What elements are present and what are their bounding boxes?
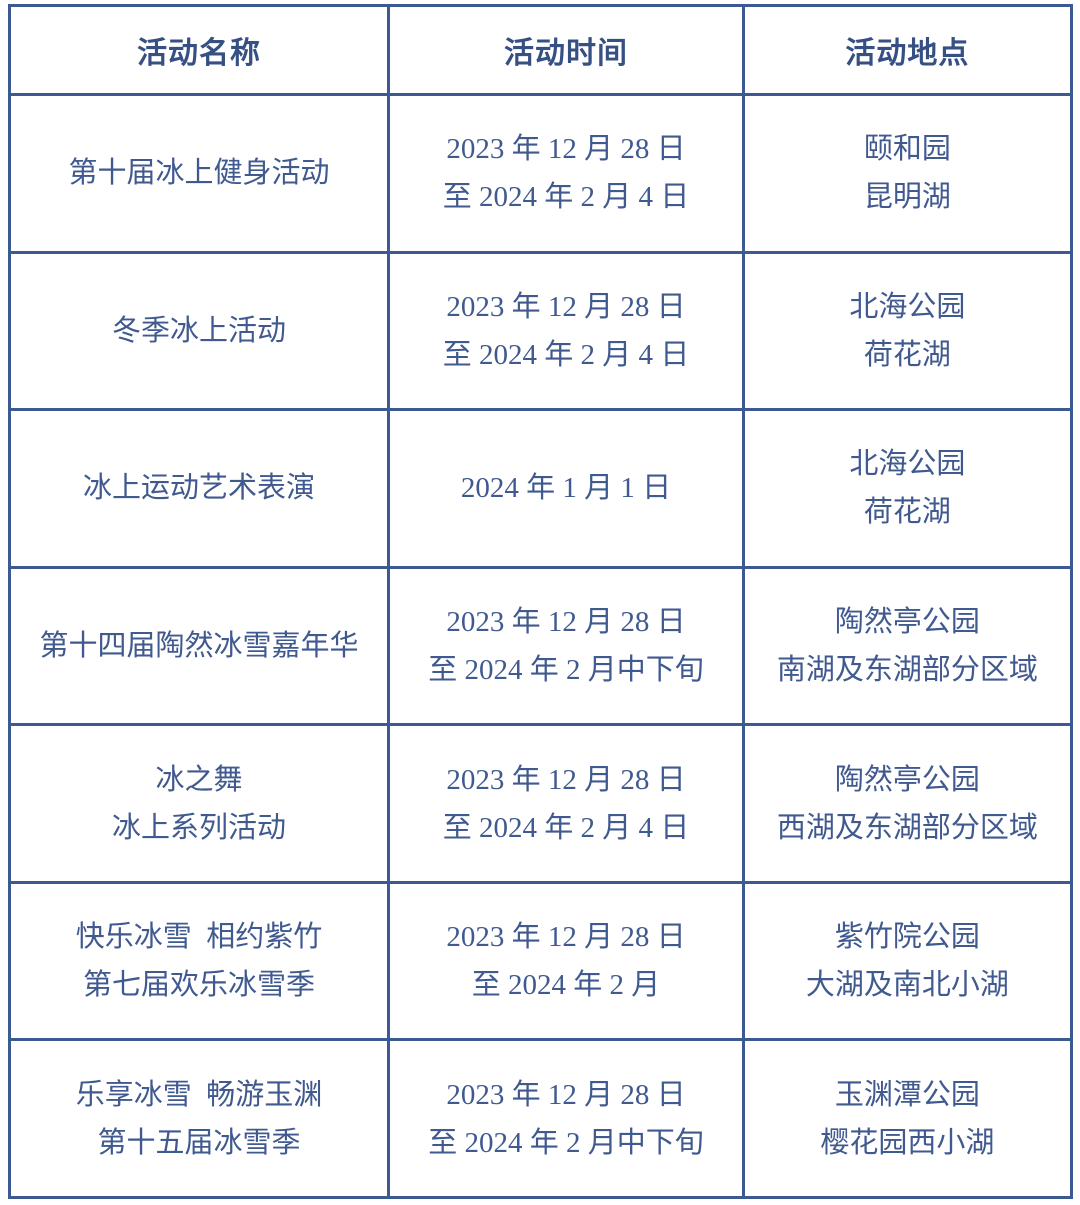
cell-line: 冰之舞 — [155, 763, 243, 796]
cell-line: 冰上系列活动 — [112, 811, 287, 844]
cell-line: 2023 年 12 月 28 日 — [446, 1078, 686, 1111]
header-activity-location: 活动地点 — [741, 4, 1074, 96]
cell-line: 第七届欢乐冰雪季 — [83, 969, 316, 1002]
cell-name: 冬季冰上活动 — [7, 250, 391, 412]
cell-time: 2023 年 12 月 28 日至 2024 年 2 月 4 日 — [387, 723, 745, 884]
cell-line: 颐和园 — [863, 133, 951, 166]
cell-name: 快乐冰雪 相约紫竹 第七届欢乐冰雪季 — [7, 880, 391, 1042]
table-row: 乐享冰雪 畅游玉渊 第十五届冰雪季 2023 年 12 月 28 日至 2024 年… — [7, 1038, 1074, 1199]
cell-line: 西湖及东湖部分区域 — [776, 811, 1038, 844]
cell-time: 2023 年 12 月 28 日至 2024 年 2 月 4 日 — [387, 250, 745, 412]
table-row: 第十四届陶然冰雪嘉年华 2023 年 12 月 28 日至 2024 年 2 月中… — [7, 565, 1074, 727]
cell-line: 第十五届冰雪季 — [97, 1126, 301, 1159]
cell-line: 2024 年 1 月 1 日 — [460, 472, 672, 505]
cell-name: 冰之舞 冰上系列活动 — [7, 723, 391, 884]
cell-location: 紫竹院公园大湖及南北小湖 — [741, 880, 1074, 1042]
cell-line: 第十四届陶然冰雪嘉年华 — [39, 629, 359, 662]
cell-location: 颐和园 昆明湖 — [741, 93, 1074, 254]
header-row: 活动名称 活动时间 活动地点 — [7, 4, 1074, 96]
cell-line: 冰上运动艺术表演 — [83, 472, 316, 505]
cell-line: 樱花园西小湖 — [820, 1126, 995, 1159]
cell-line: 荷花湖 — [863, 338, 951, 371]
cell-line: 昆明湖 — [863, 181, 951, 214]
cell-line: 2023 年 12 月 28 日 — [446, 290, 686, 323]
cell-line: 至 2024 年 2 月 4 日 — [442, 181, 690, 214]
table-row: 快乐冰雪 相约紫竹 第七届欢乐冰雪季 2023 年 12 月 28 日至 2024 … — [7, 880, 1074, 1042]
cell-time: 2023 年 12 月 28 日至 2024 年 2 月中下旬 — [387, 1038, 745, 1199]
cell-line: 快乐冰雪 相约紫竹 — [75, 921, 323, 954]
cell-line: 2023 年 12 月 28 日 — [446, 605, 686, 638]
cell-line: 至 2024 年 2 月中下旬 — [428, 653, 704, 686]
cell-line: 第十届冰上健身活动 — [68, 157, 330, 190]
cell-location: 玉渊潭公园樱花园西小湖 — [741, 1038, 1074, 1199]
cell-location: 陶然亭公园西湖及东湖部分区域 — [741, 723, 1074, 884]
cell-location: 北海公园 荷花湖 — [741, 250, 1074, 412]
cell-time: 2023 年 12 月 28 日至 2024 年 2 月中下旬 — [387, 565, 745, 727]
cell-line: 南湖及东湖部分区域 — [776, 653, 1038, 686]
cell-time: 2024 年 1 月 1 日 — [387, 408, 745, 569]
cell-line: 乐享冰雪 畅游玉渊 — [75, 1078, 323, 1111]
cell-name: 第十四届陶然冰雪嘉年华 — [7, 565, 391, 727]
table-row: 冰上运动艺术表演 2024 年 1 月 1 日 北海公园荷花湖 — [7, 408, 1074, 569]
cell-line: 陶然亭公园 — [834, 763, 980, 796]
cell-line: 荷花湖 — [863, 496, 951, 529]
cell-line: 至 2024 年 2 月中下旬 — [428, 1126, 704, 1159]
cell-line: 至 2024 年 2 月 4 日 — [442, 811, 690, 844]
cell-time: 2023 年 12 月 28 日至 2024 年 2 月 4 日 — [387, 93, 745, 254]
cell-line: 紫竹院公园 — [834, 921, 980, 954]
table-row: 冰之舞 冰上系列活动 2023 年 12 月 28 日至 2024 年 2 月 4 … — [7, 723, 1074, 884]
cell-location: 北海公园 荷花湖 — [741, 408, 1074, 569]
cell-line: 至 2024 年 2 月 4 日 — [442, 338, 690, 371]
cell-line: 2023 年 12 月 28 日 — [446, 921, 686, 954]
cell-line: 北海公园 — [849, 448, 966, 481]
table-row: 第十届冰上健身活动 2023 年 12 月 28 日至 2024 年 2 月 4 … — [7, 93, 1074, 254]
cell-line: 大湖及南北小湖 — [805, 969, 1009, 1002]
cell-line: 玉渊潭公园 — [834, 1078, 980, 1111]
cell-location: 陶然亭公园南湖及东湖部分区域 — [741, 565, 1074, 727]
header-activity-name: 活动名称 — [7, 4, 391, 96]
cell-line: 2023 年 12 月 28 日 — [446, 133, 686, 166]
cell-name: 冰上运动艺术表演 — [7, 408, 391, 569]
cell-line: 冬季冰上活动 — [112, 314, 287, 347]
cell-line: 2023 年 12 月 28 日 — [446, 763, 686, 796]
cell-line: 北海公园 — [849, 290, 966, 323]
cell-time: 2023 年 12 月 28 日至 2024 年 2 月 — [387, 880, 745, 1042]
header-activity-time: 活动时间 — [387, 4, 745, 96]
cell-name: 乐享冰雪 畅游玉渊 第十五届冰雪季 — [7, 1038, 391, 1199]
cell-line: 陶然亭公园 — [834, 605, 980, 638]
activity-table: 活动名称 活动时间 活动地点 第十届冰上健身活动 2023 年 12 月 28 日… — [7, 4, 1074, 1199]
table-row: 冬季冰上活动 2023 年 12 月 28 日至 2024 年 2 月 4 日北海… — [7, 250, 1074, 412]
cell-line: 至 2024 年 2 月 — [471, 969, 661, 1002]
cell-name: 第十届冰上健身活动 — [7, 93, 391, 254]
